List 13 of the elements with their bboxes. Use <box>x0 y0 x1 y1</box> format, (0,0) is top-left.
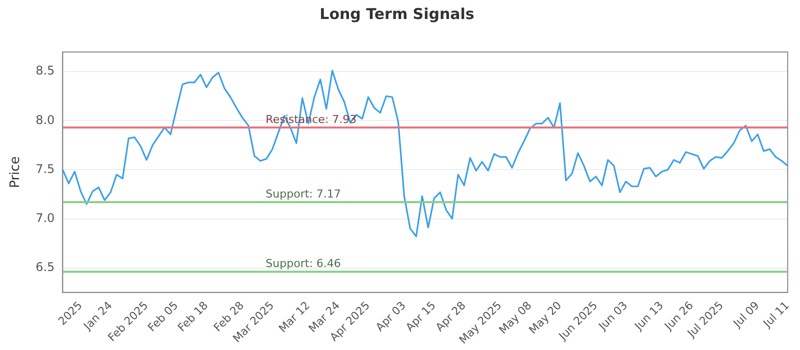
y-tick-label: 6.5 <box>36 260 55 274</box>
ref-line-label: Support: 6.46 <box>266 257 341 270</box>
x-tick-label: Jun 03 <box>596 298 630 334</box>
x-tick-label: Jul 09 <box>730 298 762 331</box>
x-tick-label: Jul 11 <box>760 298 792 331</box>
ref-line-label: Support: 7.17 <box>266 187 341 200</box>
y-tick-label: 7.0 <box>36 210 55 225</box>
y-tick-label: 8.5 <box>36 64 55 78</box>
y-tick-label: 7.5 <box>36 162 55 176</box>
chart-title: Long Term Signals <box>320 4 474 23</box>
y-axis-title: Price <box>8 156 24 188</box>
x-tick-label: Jun 13 <box>632 298 666 334</box>
y-tick-label: 8.0 <box>36 112 55 127</box>
